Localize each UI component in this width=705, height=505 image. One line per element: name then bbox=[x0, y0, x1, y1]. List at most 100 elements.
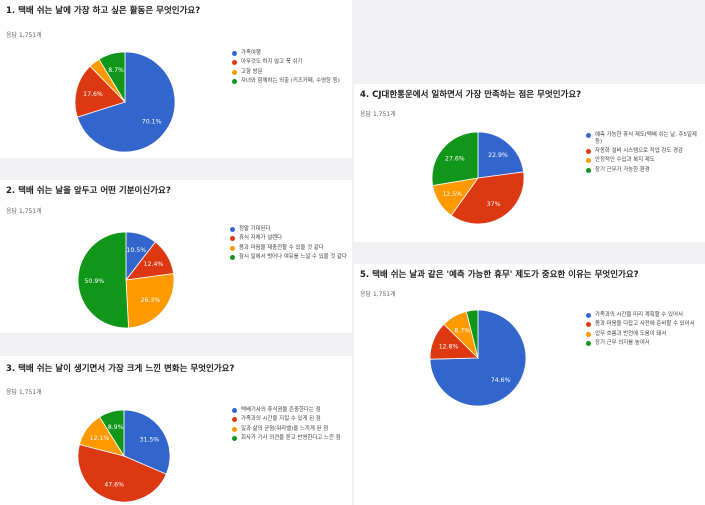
slice-label: 50.9% bbox=[85, 278, 105, 285]
slice-label: 27.6% bbox=[445, 155, 465, 162]
legend-swatch bbox=[232, 60, 237, 66]
legend-item: 아무것도 하지 않고 푹 쉬기 bbox=[232, 59, 350, 66]
question-title: 4. CJ대한통운에서 일하면서 가장 만족하는 점은 무엇인가요? bbox=[360, 90, 582, 100]
legend-label: 가족과의 시간을 지킬 수 있게 된 점 bbox=[241, 416, 321, 423]
slice-label: 26.3% bbox=[141, 297, 161, 304]
legend-swatch bbox=[230, 236, 235, 242]
legend-label: 아무것도 하지 않고 푹 쉬기 bbox=[241, 59, 303, 66]
pie-slice bbox=[123, 410, 170, 475]
legend-swatch bbox=[586, 331, 591, 337]
legend-label: 장기 근무가 가능한 환경 bbox=[595, 166, 650, 173]
legend-item: 장기 근무가 가능한 환경 bbox=[586, 167, 702, 174]
legend-item: 장기 근무 의지를 높여서 bbox=[586, 340, 702, 347]
legend-swatch bbox=[232, 435, 237, 441]
question-title: 1. 택배 쉬는 날에 가장 하고 싶은 활동은 무엇인가요? bbox=[6, 6, 201, 16]
pie-slice bbox=[465, 310, 479, 359]
slice-label: 8.9% bbox=[108, 424, 124, 431]
legend-swatch bbox=[232, 69, 237, 75]
legend-swatch bbox=[586, 158, 591, 164]
slice-label: 74.6% bbox=[491, 377, 511, 384]
chart-card-1: 1. 택배 쉬는 날에 가장 하고 싶은 활동은 무엇인가요? 응답 1,751… bbox=[0, 0, 352, 158]
legend-label: 가족여행 bbox=[241, 50, 261, 56]
slice-label: 12.5% bbox=[442, 191, 462, 198]
legend-swatch bbox=[586, 340, 591, 346]
legend-swatch bbox=[230, 245, 235, 251]
response-count: 응답 1,751개 bbox=[6, 208, 42, 215]
legend-item: 가족과의 시간을 지킬 수 있게 된 점 bbox=[232, 416, 350, 423]
legend-label: 예측 가능한 휴식 제도(택배 쉬는 날, 주5일제 등) bbox=[595, 132, 697, 145]
legend-label: 잠시 일에서 벗어나 여유를 느낄 수 있을 것 같다 bbox=[239, 253, 347, 260]
legend-swatch bbox=[232, 426, 237, 432]
legend-label: 업무 흐름과 반전에 도움이 돼서 bbox=[595, 330, 667, 337]
question-title: 3. 택배 쉬는 날이 생기면서 가장 크게 느낀 변화는 무엇인가요? bbox=[6, 364, 235, 374]
legend-item: 몸과 마음을 다잡고 사전에 준비할 수 있어서 bbox=[586, 321, 702, 328]
slice-label: 8.7% bbox=[108, 67, 124, 74]
legend-label: 고향 방문 bbox=[241, 68, 263, 75]
pie-slice bbox=[76, 52, 175, 152]
legend-swatch bbox=[232, 408, 237, 413]
slice-label: 12.4% bbox=[144, 261, 164, 268]
legend-label: 자동화 설비 시스템으로 작업 강도 경감 bbox=[595, 148, 683, 154]
legend-item: 자녀와 함께하는 외출 (키즈카페, 수영장 등) bbox=[232, 78, 350, 85]
legend-item: 가족과의 시간을 미리 계획할 수 있어서 bbox=[586, 312, 702, 319]
legend-swatch bbox=[586, 167, 591, 173]
response-count: 응답 1,751개 bbox=[360, 111, 396, 118]
pie-chart: 10.5% 12.4% 26.3% 50.9% bbox=[78, 232, 174, 328]
legend-item: 회사가 기사 의견을 듣고 반영한다고 느낀 점 bbox=[232, 435, 350, 442]
legend-label: 가족과의 시간을 미리 계획할 수 있어서 bbox=[595, 312, 683, 318]
legend-swatch bbox=[586, 133, 591, 138]
slice-label: 70.1% bbox=[142, 118, 162, 125]
slice-label: 37% bbox=[487, 201, 501, 208]
legend-label: 몸과 마음을 다잡고 사전에 준비할 수 있어서 bbox=[595, 321, 695, 328]
slice-label: 12.1% bbox=[90, 435, 110, 442]
legend: 예측 가능한 휴식 제도(택배 쉬는 날, 주5일제 등) 자동화 설비 시스템으… bbox=[586, 132, 702, 176]
legend-label: 정말 기대된다 bbox=[239, 226, 271, 232]
pie-chart: 70.1% 17.6% 8.7% bbox=[75, 52, 175, 152]
response-count: 응답 1,751개 bbox=[360, 291, 396, 298]
legend-label: 몸과 마음을 재충전할 수 있을 것 같다 bbox=[239, 244, 324, 251]
legend-label: 휴식 자체가 설렌다 bbox=[239, 235, 283, 242]
legend-item: 일과 삶의 균형(워라밸)을 느끼게 된 점 bbox=[232, 426, 350, 433]
legend-item: 자동화 설비 시스템으로 작업 강도 경감 bbox=[586, 148, 702, 155]
chart-card-4: 4. CJ대한통운에서 일하면서 가장 만족하는 점은 무엇인가요? 응답 1,… bbox=[354, 84, 705, 242]
legend-item: 고향 방문 bbox=[232, 69, 350, 76]
legend-item: 가족여행 bbox=[232, 50, 350, 57]
slice-label: 47.6% bbox=[104, 482, 124, 489]
legend-item: 안정적인 수입과 복지 제도 bbox=[586, 157, 702, 164]
legend-item: 정말 기대된다 bbox=[230, 226, 348, 233]
chart-card-2: 2. 택배 쉬는 날을 앞두고 어떤 기분이신가요? 응답 1,751개 10.… bbox=[0, 180, 352, 333]
legend-item: 잠시 일에서 벗어나 여유를 느낄 수 있을 것 같다 bbox=[230, 254, 348, 261]
pie-slice bbox=[125, 273, 174, 328]
pie-slice bbox=[98, 52, 126, 104]
legend-swatch bbox=[230, 227, 235, 232]
legend-label: 택배기사의 휴식권을 존중한다는 점 bbox=[241, 407, 321, 413]
legend-item: 업무 흐름과 반전에 도움이 돼서 bbox=[586, 331, 702, 338]
legend-label: 안정적인 수입과 복지 제도 bbox=[595, 157, 655, 164]
legend-swatch bbox=[232, 51, 237, 56]
legend-label: 회사가 기사 의견을 듣고 반영한다고 느낀 점 bbox=[241, 434, 341, 441]
legend-item: 예측 가능한 휴식 제도(택배 쉬는 날, 주5일제 등) bbox=[586, 132, 702, 146]
legend-item: 휴식 자체가 설렌다 bbox=[230, 235, 348, 242]
legend-swatch bbox=[232, 417, 237, 423]
slice-label: 10.5% bbox=[126, 247, 146, 254]
pie-chart: 31.5% 47.6% 12.1% 8.9% bbox=[78, 410, 170, 502]
legend-label: 장기 근무 의지를 높여서 bbox=[595, 339, 650, 346]
legend-swatch bbox=[230, 254, 235, 260]
legend-label: 자녀와 함께하는 외출 (키즈카페, 수영장 등) bbox=[241, 77, 340, 84]
pie-slice bbox=[99, 410, 125, 458]
response-count: 응답 1,751개 bbox=[6, 389, 42, 396]
slice-label: 22.9% bbox=[488, 152, 508, 159]
legend-label: 일과 삶의 균형(워라밸)을 느끼게 된 점 bbox=[241, 425, 329, 432]
pie-slice bbox=[78, 444, 167, 502]
pie-slice bbox=[78, 232, 129, 328]
legend-swatch bbox=[586, 149, 591, 154]
slice-label: 17.6% bbox=[83, 91, 103, 98]
chart-card-5: 5. 택배 쉬는 날과 같은 '예측 가능한 휴무' 제도가 중요한 이유는 무… bbox=[354, 264, 705, 505]
slice-label: 31.5% bbox=[140, 436, 160, 443]
pie-chart: 74.6% 12.8% 8.7% bbox=[430, 310, 526, 406]
slice-label: 12.8% bbox=[439, 343, 459, 350]
legend-item: 몸과 마음을 재충전할 수 있을 것 같다 bbox=[230, 245, 348, 252]
